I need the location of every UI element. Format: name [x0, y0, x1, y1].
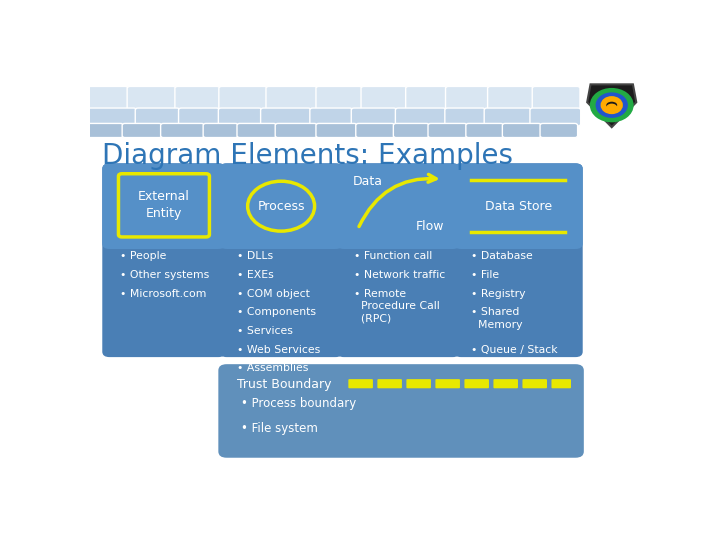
FancyBboxPatch shape	[266, 86, 317, 111]
FancyBboxPatch shape	[175, 86, 220, 111]
Text: • Other systems: • Other systems	[120, 270, 209, 280]
FancyBboxPatch shape	[87, 86, 128, 111]
FancyBboxPatch shape	[87, 108, 136, 126]
FancyBboxPatch shape	[122, 124, 162, 138]
Text: • Microsoft.com: • Microsoft.com	[120, 288, 206, 299]
FancyBboxPatch shape	[464, 379, 489, 388]
Text: External
Entity: External Entity	[138, 190, 190, 220]
Text: • File: • File	[471, 270, 499, 280]
FancyBboxPatch shape	[395, 108, 446, 126]
Text: • DLLs: • DLLs	[237, 251, 273, 261]
FancyBboxPatch shape	[406, 379, 431, 388]
FancyBboxPatch shape	[503, 124, 541, 138]
FancyBboxPatch shape	[351, 108, 397, 126]
FancyBboxPatch shape	[237, 124, 276, 138]
FancyBboxPatch shape	[428, 124, 467, 138]
Text: • COM object: • COM object	[237, 288, 310, 299]
FancyBboxPatch shape	[454, 163, 582, 249]
FancyBboxPatch shape	[102, 163, 225, 357]
Text: • Network traffic: • Network traffic	[354, 270, 445, 280]
FancyBboxPatch shape	[218, 108, 262, 126]
FancyBboxPatch shape	[102, 163, 225, 249]
FancyBboxPatch shape	[454, 163, 582, 357]
FancyBboxPatch shape	[484, 108, 531, 126]
Text: Process: Process	[257, 200, 305, 213]
FancyBboxPatch shape	[275, 124, 317, 138]
Text: • File system: • File system	[240, 422, 318, 435]
Text: Data Store: Data Store	[485, 200, 552, 213]
Text: • Process boundary: • Process boundary	[240, 397, 356, 410]
FancyBboxPatch shape	[310, 108, 352, 126]
FancyBboxPatch shape	[127, 86, 176, 111]
Text: Trust Boundary: Trust Boundary	[237, 378, 331, 391]
FancyBboxPatch shape	[135, 108, 180, 126]
FancyBboxPatch shape	[530, 108, 581, 126]
Text: • Remote
  Procedure Call
  (RPC): • Remote Procedure Call (RPC)	[354, 288, 440, 323]
FancyBboxPatch shape	[361, 86, 407, 111]
FancyBboxPatch shape	[356, 124, 395, 138]
Text: • Queue / Stack: • Queue / Stack	[471, 345, 558, 355]
Text: • Web Services: • Web Services	[237, 345, 320, 355]
Text: • Services: • Services	[237, 326, 292, 336]
Text: • Assemblies: • Assemblies	[237, 363, 308, 373]
Text: • Registry: • Registry	[471, 288, 526, 299]
FancyBboxPatch shape	[446, 86, 489, 111]
FancyBboxPatch shape	[436, 379, 460, 388]
FancyBboxPatch shape	[219, 86, 267, 111]
FancyBboxPatch shape	[523, 379, 547, 388]
Text: • People: • People	[120, 251, 166, 261]
FancyBboxPatch shape	[87, 124, 123, 138]
Text: Data: Data	[352, 175, 382, 188]
FancyBboxPatch shape	[445, 108, 485, 126]
FancyBboxPatch shape	[405, 86, 446, 111]
FancyBboxPatch shape	[179, 108, 220, 126]
FancyBboxPatch shape	[220, 163, 343, 357]
FancyBboxPatch shape	[466, 124, 503, 138]
Text: Diagram Elements: Examples: Diagram Elements: Examples	[102, 141, 513, 170]
FancyBboxPatch shape	[220, 163, 343, 249]
FancyBboxPatch shape	[552, 379, 571, 388]
FancyBboxPatch shape	[337, 163, 460, 249]
FancyBboxPatch shape	[161, 124, 204, 138]
FancyBboxPatch shape	[377, 379, 402, 388]
FancyBboxPatch shape	[487, 86, 534, 111]
FancyBboxPatch shape	[337, 163, 460, 357]
FancyBboxPatch shape	[348, 379, 373, 388]
FancyBboxPatch shape	[532, 86, 580, 111]
Text: Flow: Flow	[416, 220, 444, 233]
Text: • Shared
  Memory: • Shared Memory	[471, 307, 523, 329]
Circle shape	[607, 104, 617, 112]
FancyBboxPatch shape	[203, 124, 238, 138]
FancyBboxPatch shape	[218, 364, 584, 458]
Text: • EXEs: • EXEs	[237, 270, 274, 280]
FancyBboxPatch shape	[316, 86, 362, 111]
FancyBboxPatch shape	[493, 379, 518, 388]
Text: • Database: • Database	[471, 251, 533, 261]
Text: • Function call: • Function call	[354, 251, 432, 261]
FancyArrowPatch shape	[359, 174, 436, 226]
FancyBboxPatch shape	[261, 108, 311, 126]
FancyBboxPatch shape	[540, 124, 577, 138]
Polygon shape	[588, 84, 636, 127]
FancyBboxPatch shape	[316, 124, 357, 138]
FancyBboxPatch shape	[393, 124, 429, 138]
Text: • Components: • Components	[237, 307, 316, 317]
